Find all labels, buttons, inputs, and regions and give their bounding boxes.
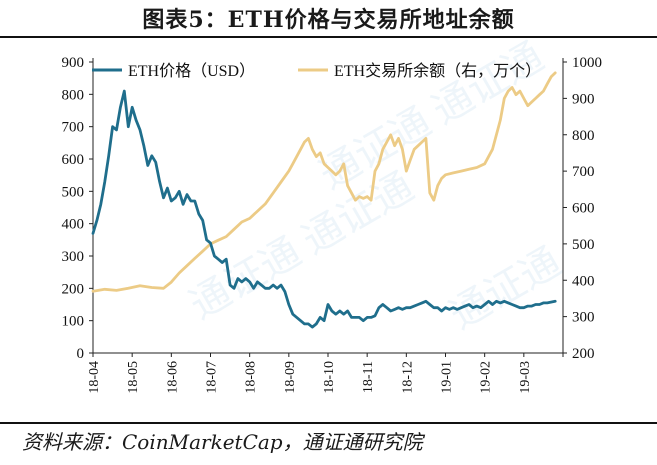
legend: ETH价格（USD） ETH交易所余额（右，万个） [92,61,541,80]
x-tick-label: 18-05 [126,361,141,394]
legend-item-exchange-balance: ETH交易所余额（右，万个） [298,61,541,80]
left-tick-label: 300 [62,249,85,265]
title-rule [0,36,657,38]
legend-label: ETH价格（USD） [128,62,255,80]
x-tick-label: 18-07 [205,361,220,394]
series-line-eth-price [91,89,557,329]
left-tick-label: 500 [62,184,85,200]
right-tick-label: 400 [572,273,595,289]
left-tick-label: 800 [62,87,85,103]
right-tick-label: 800 [572,128,595,144]
source-rule [0,422,657,424]
x-tick-label: 19-02 [479,361,494,394]
chart-title: 图表5：ETH价格与交易所地址余额 [142,7,515,33]
left-tick-label: 600 [62,152,85,168]
series-line-exchange-balance [91,71,557,293]
x-tick-label: 19-03 [518,361,533,394]
source-note: 资料来源：CoinMarketCap，通证通研究院 [22,430,423,454]
legend-item-eth-price: ETH价格（USD） [92,62,255,80]
left-tick-label: 100 [62,314,85,330]
right-tick-label: 300 [572,310,595,326]
right-tick-label: 500 [572,237,595,253]
x-tick-label: 19-01 [440,361,455,394]
x-tick-label: 18-11 [361,361,376,393]
left-tick-label: 200 [62,281,85,297]
right-tick-label: 700 [572,164,595,180]
svg-text:通证通: 通证通 [442,239,568,338]
svg-text:通证通 通证通: 通证通 通证通 [312,34,551,198]
legend-label: ETH交易所余额（右，万个） [334,61,541,80]
x-tick-label: 18-08 [244,361,259,394]
x-tick-label: 18-09 [283,361,298,394]
right-tick-label: 1000 [572,55,602,71]
x-tick-label: 18-12 [400,361,415,394]
right-tick-label: 900 [572,91,595,107]
x-tick-label: 18-04 [87,361,102,394]
right-tick-label: 200 [572,346,595,362]
x-tick-label: 18-10 [322,361,337,394]
series-layer [91,71,557,329]
x-tick-label: 18-06 [165,361,180,394]
svg-text:通证通 通证通: 通证通 通证通 [182,164,421,328]
right-tick-label: 600 [572,201,595,217]
left-tick-label: 0 [77,346,85,362]
left-tick-label: 400 [62,217,85,233]
left-tick-label: 900 [62,55,85,71]
axes: 0 100 200 300 400 500 600 700 800 900 200 300 400 500… [62,55,603,394]
left-tick-label: 700 [62,120,85,136]
